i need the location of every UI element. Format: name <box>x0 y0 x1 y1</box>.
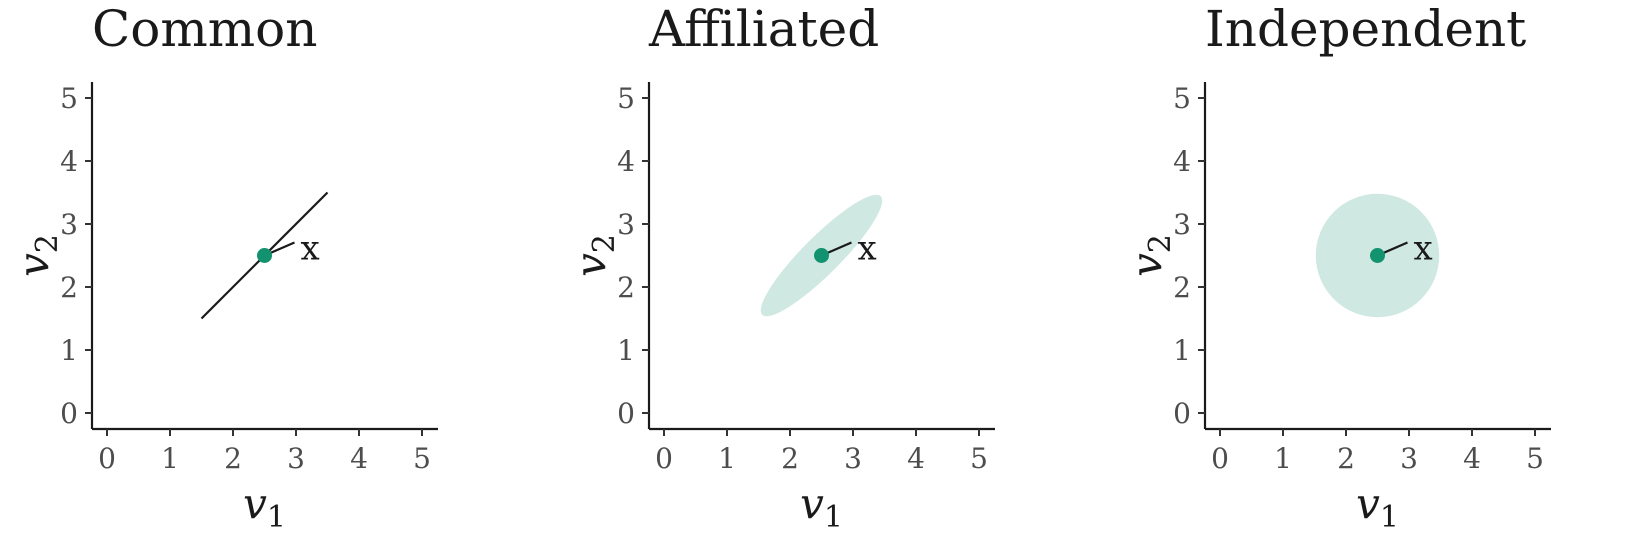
y-tick-label: 2 <box>1173 271 1191 304</box>
y-tick-label: 3 <box>1173 208 1191 241</box>
plot-common: 0 1 2 3 4 5 0 1 2 3 4 5 v1 v2 x <box>9 82 438 535</box>
x-tick-label: 0 <box>655 442 673 475</box>
x-tick-label: 1 <box>718 442 736 475</box>
y-tick-label: 4 <box>60 145 78 178</box>
panel-common: Common 0 1 2 3 4 5 0 1 2 3 4 5 v1 v2 x <box>0 0 545 557</box>
x-tick-label: 5 <box>970 442 988 475</box>
panel-independent: Independent 0 1 2 3 4 5 0 1 2 3 4 5 v1 v2 x <box>1113 0 1635 557</box>
panel-title: Common <box>92 0 318 58</box>
panel-title: Affiliated <box>649 0 880 58</box>
y-tick-label: 4 <box>617 145 635 178</box>
y-tick-label: 2 <box>60 271 78 304</box>
plot-independent: 0 1 2 3 4 5 0 1 2 3 4 5 v1 v2 x <box>1122 82 1551 535</box>
y-tick-label: 0 <box>1173 397 1191 430</box>
x-tick-label: 2 <box>224 442 242 475</box>
y-tick-label: 1 <box>60 334 78 367</box>
y-axis-title-group: v2 <box>566 234 622 277</box>
plot-affiliated: 0 1 2 3 4 5 0 1 2 3 4 5 v1 v2 x <box>566 82 995 535</box>
y-tick-label: 0 <box>60 397 78 430</box>
y-tick-label: 3 <box>617 208 635 241</box>
point-label: x <box>301 229 320 269</box>
x-tick-label: 3 <box>287 442 305 475</box>
x-tick-label: 2 <box>1337 442 1355 475</box>
point-label: x <box>858 229 877 269</box>
x-tick-label: 1 <box>161 442 179 475</box>
y-tick-label: 5 <box>1173 82 1191 115</box>
y-tick-label: 5 <box>617 82 635 115</box>
x-tick-label: 4 <box>350 442 368 475</box>
x-tick-label: 5 <box>1526 442 1544 475</box>
y-tick-label: 3 <box>60 208 78 241</box>
x-tick-label: 4 <box>907 442 925 475</box>
y-axis-title: v2 <box>1122 234 1178 277</box>
y-tick-label: 4 <box>1173 145 1191 178</box>
x-tick-label: 2 <box>781 442 799 475</box>
data-point <box>257 248 272 263</box>
x-tick-label: 0 <box>1211 442 1229 475</box>
y-tick-label: 2 <box>617 271 635 304</box>
x-tick-label: 3 <box>844 442 862 475</box>
y-tick-label: 5 <box>60 82 78 115</box>
x-tick-label: 1 <box>1274 442 1292 475</box>
x-axis-title: v1 <box>1356 479 1399 535</box>
x-axis-title: v1 <box>243 479 286 535</box>
y-tick-label: 1 <box>617 334 635 367</box>
x-tick-label: 4 <box>1463 442 1481 475</box>
x-axis-title: v1 <box>800 479 843 535</box>
panel-title: Independent <box>1205 0 1527 58</box>
x-tick-label: 5 <box>413 442 431 475</box>
x-tick-label: 0 <box>98 442 116 475</box>
data-point <box>814 248 829 263</box>
y-tick-label: 1 <box>1173 334 1191 367</box>
panel-affiliated: Affiliated 0 1 2 3 4 5 0 1 2 3 4 5 v1 v2 x <box>557 0 1102 557</box>
y-axis-title-group: v2 <box>9 234 65 277</box>
y-axis-title: v2 <box>566 234 622 277</box>
y-axis-title: v2 <box>9 234 65 277</box>
y-tick-label: 0 <box>617 397 635 430</box>
point-label: x <box>1414 229 1433 269</box>
y-axis-title-group: v2 <box>1122 234 1178 277</box>
data-point <box>1370 248 1385 263</box>
x-tick-label: 3 <box>1400 442 1418 475</box>
